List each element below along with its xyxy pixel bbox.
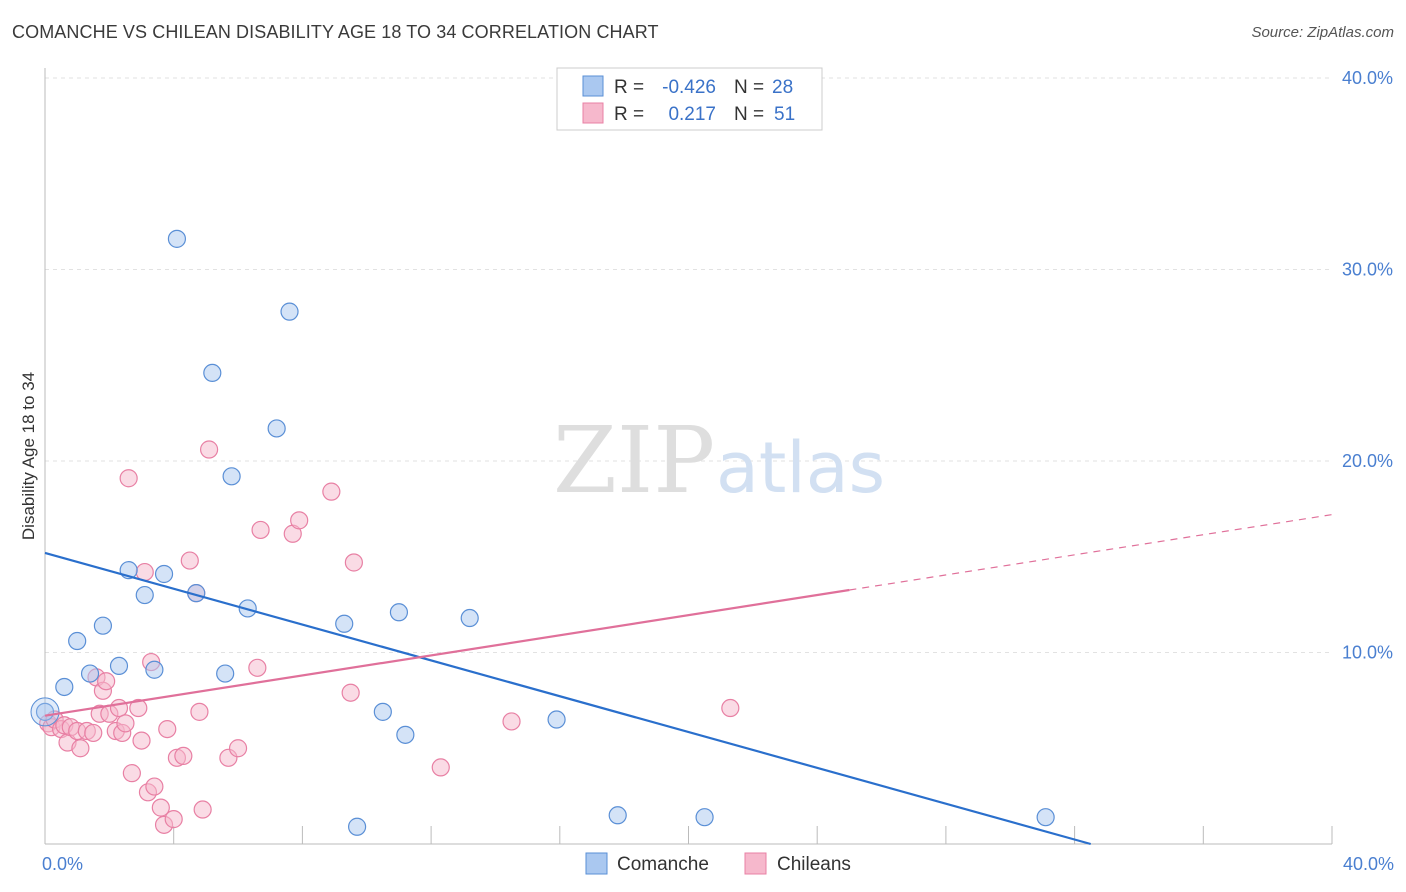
- chileans-point-49: [502, 712, 521, 731]
- chileans-trend-line: [44, 588, 850, 717]
- y-tick-label-40: 40.0%: [1342, 68, 1393, 88]
- chileans-point-21: [122, 764, 141, 783]
- chileans-point-30: [158, 719, 177, 739]
- chileans-point-28: [151, 798, 170, 817]
- chileans-point-34: [180, 551, 199, 570]
- x-axis-tick-labels: 0.0% 40.0%: [42, 854, 1394, 874]
- watermark-atlas: atlas: [716, 427, 885, 509]
- comanche-point-7: [135, 585, 154, 605]
- comanche-point-27: [1036, 808, 1055, 827]
- comanche-cluster-bubble: [30, 697, 60, 727]
- legend-n-value-comanche: 28: [772, 77, 793, 98]
- comanche-point-21: [389, 603, 409, 622]
- legend-n-value-chileans: 51: [774, 104, 795, 125]
- x-axis-ticks: [44, 826, 1333, 844]
- chileans-point-48: [431, 758, 450, 777]
- gridlines: [45, 77, 1332, 653]
- comanche-point-2: [68, 631, 87, 651]
- y-tick-label-30: 30.0%: [1342, 260, 1393, 280]
- y-tick-label-10: 10.0%: [1342, 643, 1393, 663]
- chileans-point-40: [228, 739, 248, 758]
- x-tick-label-min: 0.0%: [42, 854, 83, 874]
- comanche-point-8: [145, 660, 164, 679]
- chileans-point-36: [190, 702, 209, 721]
- y-axis-label: Disability Age 18 to 34: [19, 372, 38, 540]
- chileans-point-47: [344, 553, 363, 572]
- comanche-point-9: [154, 564, 174, 584]
- stats-legend: R = -0.426 N = 28 R = 0.217 N = 51: [556, 67, 823, 131]
- chileans-point-27: [145, 777, 164, 796]
- chileans-point-37: [193, 800, 212, 819]
- legend-r-label-comanche: R =: [614, 77, 644, 98]
- legend-n-label-comanche: N =: [734, 77, 764, 98]
- y-axis-tick-labels: 10.0% 20.0% 30.0% 40.0%: [1342, 68, 1393, 663]
- comanche-point-26: [695, 808, 714, 827]
- chileans-point-14: [97, 672, 116, 691]
- trend-lines: [44, 514, 1333, 846]
- comanche-point-5: [109, 656, 129, 676]
- chileans-point-33: [174, 746, 193, 766]
- chileans-point-20: [119, 469, 138, 488]
- comanche-point-4: [93, 616, 113, 635]
- comanche-point-14: [222, 467, 241, 486]
- chileans-point-10: [84, 723, 103, 743]
- comanche-point-25: [608, 806, 627, 825]
- chileans-point-45: [322, 482, 341, 501]
- comanche-point-1: [55, 677, 74, 697]
- chart-title: COMANCHE VS CHILEAN DISABILITY AGE 18 TO…: [12, 22, 659, 42]
- legend-r-label-chileans: R =: [614, 104, 644, 125]
- comanche-point-3: [80, 664, 100, 683]
- comanche-point-12: [203, 363, 222, 383]
- series-legend-label-comanche: Comanche: [617, 854, 709, 875]
- comanche-point-20: [373, 702, 392, 721]
- chileans-point-44: [290, 511, 309, 530]
- comanche-trend-line: [44, 551, 1091, 846]
- comanche-point-13: [216, 664, 235, 683]
- legend-r-value-chileans: 0.217: [668, 104, 716, 125]
- chileans-point-50: [721, 698, 740, 718]
- chileans-point-42: [251, 520, 270, 540]
- chileans-point-8: [71, 739, 90, 758]
- series-legend-label-chileans: Chileans: [777, 854, 851, 875]
- series-legend: Comanche Chileans: [585, 852, 851, 875]
- comanche-point-17: [280, 302, 299, 321]
- chileans-point-46: [341, 683, 360, 702]
- chileans-point-17: [109, 698, 129, 718]
- chileans-point-22: [129, 698, 148, 718]
- comanche-points: [30, 229, 1055, 836]
- comanche-point-19: [347, 817, 367, 836]
- y-tick-label-20: 20.0%: [1342, 451, 1393, 471]
- series-legend-swatch-comanche: [585, 852, 608, 875]
- chileans-point-19: [116, 714, 135, 733]
- chileans-trend-extension: [849, 514, 1333, 591]
- watermark: ZIP atlas: [553, 407, 885, 514]
- legend-swatch-comanche: [582, 75, 604, 97]
- legend-swatch-chileans: [582, 102, 604, 124]
- comanche-point-22: [396, 725, 415, 744]
- x-tick-label-max: 40.0%: [1343, 854, 1394, 874]
- comanche-point-24: [547, 710, 566, 729]
- comanche-point-23: [460, 608, 479, 628]
- series-legend-swatch-chileans: [744, 852, 767, 875]
- chileans-point-23: [132, 731, 151, 750]
- legend-n-label-chileans: N =: [734, 104, 764, 125]
- chileans-point-38: [199, 440, 219, 459]
- chileans-point-31: [164, 810, 183, 829]
- comanche-point-10: [167, 229, 187, 248]
- chileans-points: [39, 440, 740, 834]
- comanche-point-18: [335, 614, 354, 633]
- chileans-point-41: [248, 658, 267, 677]
- watermark-zip: ZIP: [553, 407, 715, 514]
- source-credit: Source: ZipAtlas.com: [1251, 24, 1394, 41]
- legend-r-value-comanche: -0.426: [662, 77, 716, 98]
- comanche-point-16: [267, 419, 286, 438]
